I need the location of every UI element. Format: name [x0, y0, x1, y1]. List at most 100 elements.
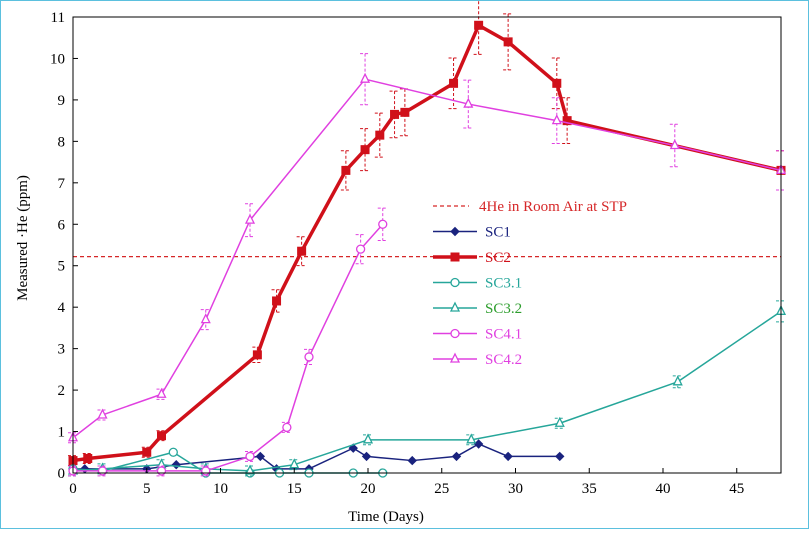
y-tick-label: 6: [58, 217, 66, 233]
y-tick-label: 4: [58, 300, 66, 316]
series-line-sc4-1: [73, 223, 384, 472]
data-point: [375, 130, 385, 140]
y-axis-label: Measured ·He (ppm): [15, 175, 31, 301]
series-line-sc4-2: [72, 78, 782, 439]
data-point: [407, 455, 417, 466]
legend: 4He in Room Air at STP SC1 SC2 SC3.1 SC3.2 SC…: [433, 199, 627, 368]
data-point: [362, 433, 374, 444]
data-point: [244, 213, 256, 224]
data-point: [282, 422, 292, 433]
data-point: [157, 431, 166, 441]
legend-item-reference: 4He in Room Air at STP: [433, 199, 627, 215]
data-point: [359, 72, 371, 83]
x-axis-label: Time (Days): [348, 509, 424, 525]
legend-label: SC3.1: [485, 276, 522, 292]
data-point: [474, 20, 484, 30]
legend-marker: [449, 352, 461, 363]
data-point: [200, 313, 211, 324]
x-tick-label: 25: [434, 481, 449, 497]
y-tick-label: 3: [58, 342, 66, 358]
error-bar: [389, 90, 400, 139]
data-point: [449, 78, 459, 88]
series-line-sc1: [73, 443, 560, 470]
data-point: [304, 352, 314, 362]
axes-frame: [72, 16, 782, 474]
data-point: [355, 244, 366, 254]
data-point: [341, 165, 351, 175]
error-bar: [200, 309, 211, 331]
data-point: [252, 350, 262, 360]
data-point: [552, 78, 562, 88]
series-sc2: [68, 0, 786, 467]
legend-item-sc1: SC1: [433, 225, 511, 241]
data-point: [171, 460, 181, 470]
error-bar: [296, 236, 307, 267]
x-tick-label: 35: [582, 481, 597, 497]
data-point: [142, 447, 152, 457]
legend-marker: [450, 252, 460, 262]
error-bar: [503, 13, 514, 71]
data-point: [503, 451, 513, 462]
legend-item-sc4-1: SC4.1: [433, 327, 522, 343]
y-tick-label: 2: [58, 383, 66, 399]
series-line-sc2: [72, 23, 782, 463]
x-tick-label: 15: [287, 481, 302, 497]
legend-label: SC1: [485, 225, 511, 241]
error-bar: [340, 150, 351, 191]
data-point: [451, 451, 462, 462]
legend-label: SC4.1: [485, 327, 522, 343]
error-bar: [463, 79, 474, 129]
data-point: [83, 453, 93, 463]
data-point: [400, 107, 410, 117]
data-point: [390, 109, 400, 119]
legend-marker: [450, 328, 460, 339]
data-point: [555, 451, 565, 462]
data-point: [244, 464, 256, 475]
data-point: [289, 458, 300, 469]
data-point: [463, 97, 474, 108]
y-tick-label: 11: [51, 10, 65, 26]
legend-item-sc2: SC2: [433, 250, 511, 266]
data-point: [562, 116, 572, 126]
data-point: [378, 219, 388, 229]
data-point: [168, 447, 178, 457]
series-line-sc3-2: [72, 310, 782, 472]
y-tick-label: 1: [58, 425, 66, 441]
y-tick-label: 10: [50, 51, 65, 67]
series-sc4-1: [68, 207, 388, 477]
data-point: [361, 451, 372, 462]
data-point: [360, 145, 370, 155]
series-sc4-2: [67, 53, 787, 444]
data-point: [272, 296, 282, 306]
data-point: [554, 416, 565, 427]
legend-label: SC3.2: [485, 301, 522, 317]
data-point: [466, 433, 477, 444]
data-point: [473, 439, 484, 449]
y-tick-label: 7: [58, 176, 66, 192]
data-point: [156, 466, 167, 476]
error-bar: [473, 0, 484, 55]
y-tick-label: 8: [58, 134, 66, 150]
legend-marker: [450, 277, 460, 288]
x-tick-label: 40: [656, 481, 671, 497]
data-point: [201, 466, 211, 476]
legend-item-sc3-1: SC3.1: [433, 276, 522, 292]
legend-marker: [449, 301, 461, 312]
legend-item-sc4-2: SC4.2: [433, 352, 522, 368]
plot-area: [67, 0, 787, 478]
y-tick-label: 9: [58, 93, 66, 109]
x-tick-label: 5: [143, 481, 151, 497]
legend-marker: [450, 226, 460, 237]
data-point: [503, 37, 513, 47]
y-tick-label: 5: [58, 259, 66, 275]
legend-label: SC4.2: [485, 352, 522, 368]
data-point: [551, 114, 562, 125]
x-tick-label: 10: [213, 481, 228, 497]
data-point: [297, 246, 307, 256]
data-point: [672, 375, 683, 386]
y-tick-label: 0: [58, 466, 66, 482]
error-bar: [355, 234, 366, 265]
